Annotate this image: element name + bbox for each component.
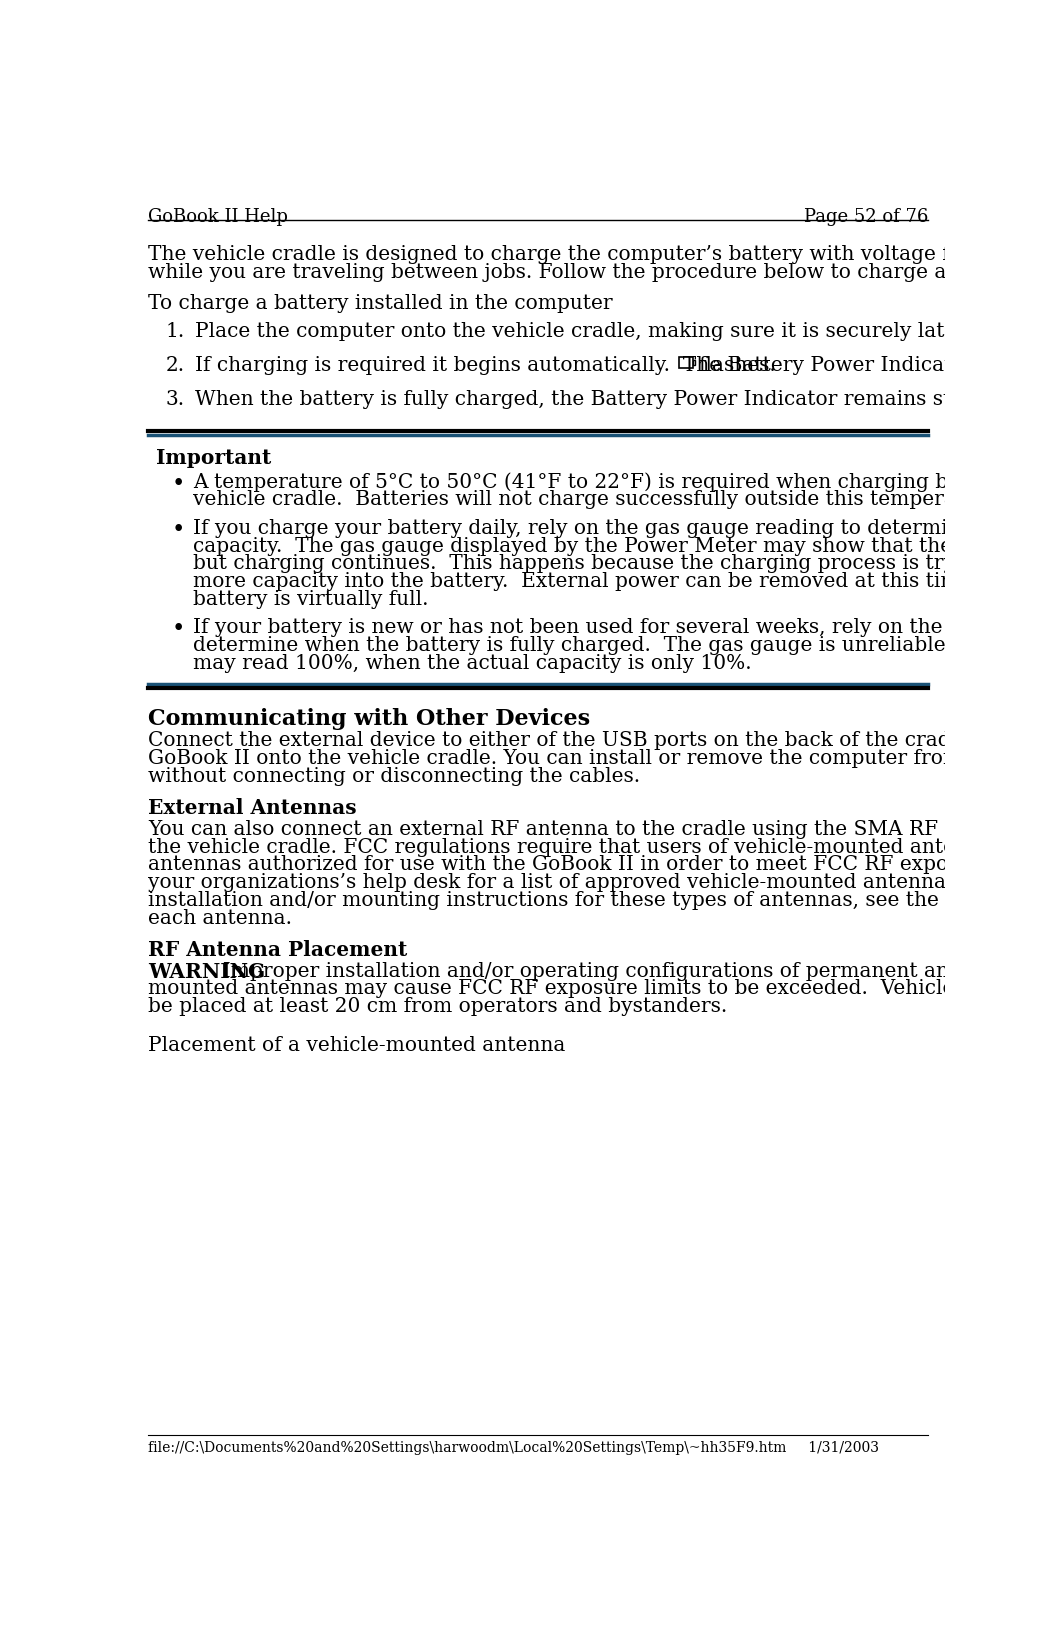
Text: Communicating with Other Devices: Communicating with Other Devices [148, 708, 590, 731]
Text: A temperature of 5°C to 50°C (41°F to 22°F) is required when charging batteries : A temperature of 5°C to 50°C (41°F to 22… [193, 473, 1050, 493]
Text: mounted antennas may cause FCC RF exposure limits to be exceeded.  Vehicle-mount: mounted antennas may cause FCC RF exposu… [148, 979, 1050, 998]
Text: If charging is required it begins automatically.  The Battery Power Indicator: If charging is required it begins automa… [195, 356, 974, 374]
Text: GoBook II onto the vehicle cradle. You can install or remove the computer from t: GoBook II onto the vehicle cradle. You c… [148, 749, 1050, 768]
Text: may read 100%, when the actual capacity is only 10%.: may read 100%, when the actual capacity … [193, 654, 752, 673]
Text: the vehicle cradle. FCC regulations require that users of vehicle-mounted antenn: the vehicle cradle. FCC regulations requ… [148, 837, 1050, 857]
Text: 3.: 3. [165, 389, 185, 409]
Text: GoBook II Help: GoBook II Help [148, 209, 288, 227]
Text: capacity.  The gas gauge displayed by the Power Meter may show that the battery : capacity. The gas gauge displayed by the… [193, 537, 1050, 555]
Text: If your battery is new or has not been used for several weeks, rely on the indic: If your battery is new or has not been u… [193, 619, 1050, 637]
Text: RF Antenna Placement: RF Antenna Placement [148, 941, 407, 961]
Text: flashes.: flashes. [698, 356, 776, 374]
Text: WARNING: WARNING [148, 962, 266, 982]
Text: To charge a battery installed in the computer: To charge a battery installed in the com… [148, 294, 613, 314]
Text: vehicle cradle.  Batteries will not charge successfully outside this temperature: vehicle cradle. Batteries will not charg… [193, 491, 1050, 509]
Text: while you are traveling between jobs. Follow the procedure below to charge a bat: while you are traveling between jobs. Fo… [148, 263, 1031, 282]
Text: If you charge your battery daily, rely on the gas gauge reading to determine bat: If you charge your battery daily, rely o… [193, 519, 1050, 539]
Text: your organizations’s help desk for a list of approved vehicle-mounted antennas. : your organizations’s help desk for a lis… [148, 874, 1050, 892]
Text: but charging continues.  This happens because the charging process is trying to : but charging continues. This happens bec… [193, 555, 1050, 573]
Text: Improper installation and/or operating configurations of permanent and magnetic : Improper installation and/or operating c… [210, 962, 1050, 980]
Text: 2.: 2. [165, 356, 185, 374]
Text: Place the computer onto the vehicle cradle, making sure it is securely latched.: Place the computer onto the vehicle crad… [195, 322, 1000, 342]
Text: file://C:\Documents%20and%20Settings\harwoodm\Local%20Settings\Temp\~hh35F9.htm : file://C:\Documents%20and%20Settings\har… [148, 1442, 879, 1455]
Text: The vehicle cradle is designed to charge the computer’s battery with voltage fro: The vehicle cradle is designed to charge… [148, 245, 1050, 264]
Bar [679, 358, 693, 368]
Text: battery is virtually full.: battery is virtually full. [193, 589, 428, 609]
Text: You can also connect an external RF antenna to the cradle using the SMA RF conne: You can also connect an external RF ante… [148, 819, 1050, 839]
Text: installation and/or mounting instructions for these types of antennas, see the i: installation and/or mounting instruction… [148, 892, 1050, 910]
Text: Important: Important [156, 448, 271, 468]
Text: Placement of a vehicle-mounted antenna: Placement of a vehicle-mounted antenna [148, 1036, 566, 1056]
Text: When the battery is fully charged, the Battery Power Indicator remains steady.: When the battery is fully charged, the B… [195, 389, 1003, 409]
Text: Page 52 of 76: Page 52 of 76 [803, 209, 928, 227]
Text: 1.: 1. [165, 322, 185, 342]
Text: without connecting or disconnecting the cables.: without connecting or disconnecting the … [148, 767, 640, 787]
Text: •: • [171, 619, 185, 640]
Text: more capacity into the battery.  External power can be removed at this time sinc: more capacity into the battery. External… [193, 571, 1050, 591]
Text: •: • [171, 519, 185, 540]
Text: Connect the external device to either of the USB ports on the back of the cradle: Connect the external device to either of… [148, 731, 1050, 750]
Text: •: • [171, 473, 185, 494]
Text: External Antennas: External Antennas [148, 798, 357, 818]
Text: antennas authorized for use with the GoBook II in order to meet FCC RF exposure : antennas authorized for use with the GoB… [148, 855, 1050, 875]
Bar [693, 360, 695, 365]
Text: each antenna.: each antenna. [148, 908, 292, 928]
Text: determine when the battery is fully charged.  The gas gauge is unreliable in the: determine when the battery is fully char… [193, 635, 1050, 655]
Text: be placed at least 20 cm from operators and bystanders.: be placed at least 20 cm from operators … [148, 997, 728, 1016]
